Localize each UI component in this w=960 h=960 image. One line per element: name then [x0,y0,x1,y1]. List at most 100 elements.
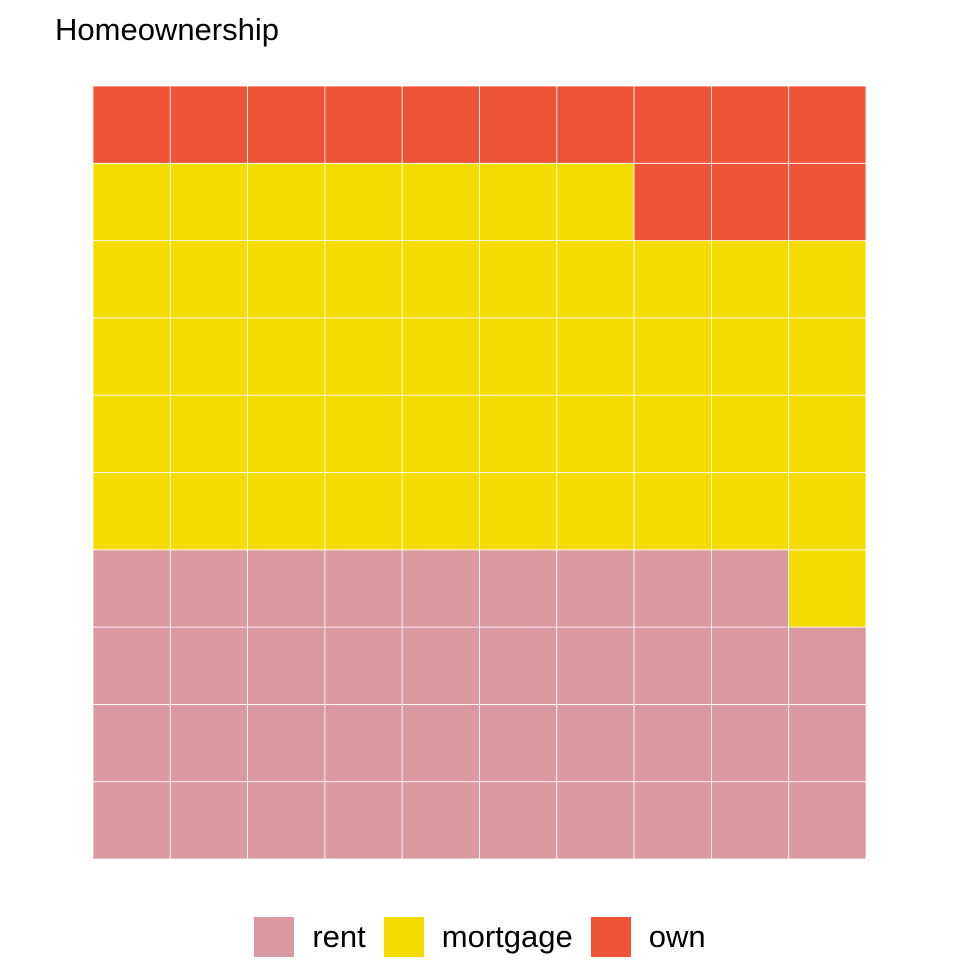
waffle-cell-mortgage [92,162,171,242]
waffle-cell-mortgage [788,317,867,396]
waffle-cell-rent [788,626,867,705]
waffle-cell-rent [92,549,171,628]
waffle-cell-rent [324,549,403,628]
waffle-cell-rent [556,626,635,705]
waffle-cell-mortgage [324,317,403,396]
waffle-cell-rent [633,549,712,628]
waffle-cell-mortgage [247,162,326,242]
waffle-cell-rent [556,704,635,783]
legend-item-mortgage: mortgage [383,917,573,957]
waffle-cell-mortgage [324,394,403,473]
waffle-cell-mortgage [92,317,171,396]
legend-key-mortgage [383,917,424,957]
waffle-cell-mortgage [711,240,790,319]
waffle-cell-mortgage [633,317,712,396]
waffle-cell-mortgage [788,549,867,628]
waffle-cell-rent [401,704,480,783]
waffle-cell-mortgage [92,472,171,551]
waffle-chart [92,85,867,860]
waffle-cell-rent [324,704,403,783]
waffle-cell-rent [711,781,790,860]
chart-title: Homeownership [55,12,279,47]
waffle-cell-mortgage [247,240,326,319]
waffle-cell-rent [401,626,480,705]
waffle-cell-mortgage [401,394,480,473]
waffle-cell-mortgage [247,317,326,396]
waffle-cell-mortgage [247,472,326,551]
legend-label-rent: rent [312,919,366,954]
waffle-cell-mortgage [169,472,249,551]
waffle-cell-rent [633,626,712,705]
waffle-cell-rent [169,626,249,705]
waffle-cell-rent [788,781,867,860]
waffle-cell-rent [324,626,403,705]
waffle-cell-mortgage [556,394,635,473]
waffle-cell-rent [92,781,171,860]
waffle-cell-own [247,85,326,164]
waffle-cell-mortgage [788,394,867,473]
waffle-cell-own [92,85,171,164]
waffle-cell-rent [479,549,558,628]
waffle-cell-mortgage [556,162,635,242]
waffle-cell-own [479,85,558,164]
waffle-cell-own [401,85,480,164]
waffle-cell-rent [788,704,867,783]
waffle-cell-rent [556,549,635,628]
waffle-cell-mortgage [479,472,558,551]
waffle-cell-rent [633,704,712,783]
waffle-cell-mortgage [401,240,480,319]
waffle-cell-mortgage [401,472,480,551]
waffle-cell-rent [247,549,326,628]
waffle-cell-mortgage [633,240,712,319]
legend-key-rent [254,917,295,957]
waffle-cell-own [711,162,790,242]
waffle-cell-rent [479,781,558,860]
waffle-cell-own [633,162,712,242]
waffle-cell-mortgage [788,240,867,319]
waffle-cell-rent [324,781,403,860]
waffle-cell-mortgage [92,394,171,473]
waffle-cell-mortgage [169,394,249,473]
waffle-cell-own [788,162,867,242]
waffle-cell-mortgage [711,317,790,396]
waffle-cell-rent [556,781,635,860]
waffle-cell-rent [401,781,480,860]
waffle-cell-own [324,85,403,164]
waffle-cell-mortgage [169,162,249,242]
waffle-cell-rent [247,704,326,783]
legend-key-own [590,917,631,957]
legend-item-own: own [590,917,706,957]
waffle-cell-rent [169,549,249,628]
waffle-cell-rent [711,549,790,628]
legend: rent mortgage own [0,914,960,960]
waffle-cell-rent [711,704,790,783]
waffle-cell-own [169,85,249,164]
waffle-cell-rent [401,549,480,628]
waffle-cell-rent [92,626,171,705]
waffle-cell-mortgage [633,394,712,473]
waffle-cell-own [711,85,790,164]
waffle-cell-mortgage [788,472,867,551]
waffle-cell-mortgage [479,162,558,242]
waffle-cell-mortgage [711,472,790,551]
waffle-cell-mortgage [556,472,635,551]
legend-item-rent: rent [254,917,366,957]
waffle-cell-mortgage [633,472,712,551]
waffle-cell-own [556,85,635,164]
waffle-cell-mortgage [92,240,171,319]
waffle-cell-rent [247,626,326,705]
waffle-cell-mortgage [324,162,403,242]
waffle-cell-own [788,85,867,164]
legend-label-own: own [648,919,706,954]
waffle-cell-rent [169,704,249,783]
waffle-cell-rent [711,626,790,705]
waffle-cell-mortgage [479,317,558,396]
waffle-cell-rent [169,781,249,860]
waffle-cell-rent [92,704,171,783]
waffle-cell-mortgage [169,317,249,396]
waffle-cell-mortgage [556,240,635,319]
legend-label-mortgage: mortgage [441,919,573,954]
waffle-cell-mortgage [401,162,480,242]
waffle-cell-mortgage [247,394,326,473]
waffle-cell-mortgage [324,240,403,319]
